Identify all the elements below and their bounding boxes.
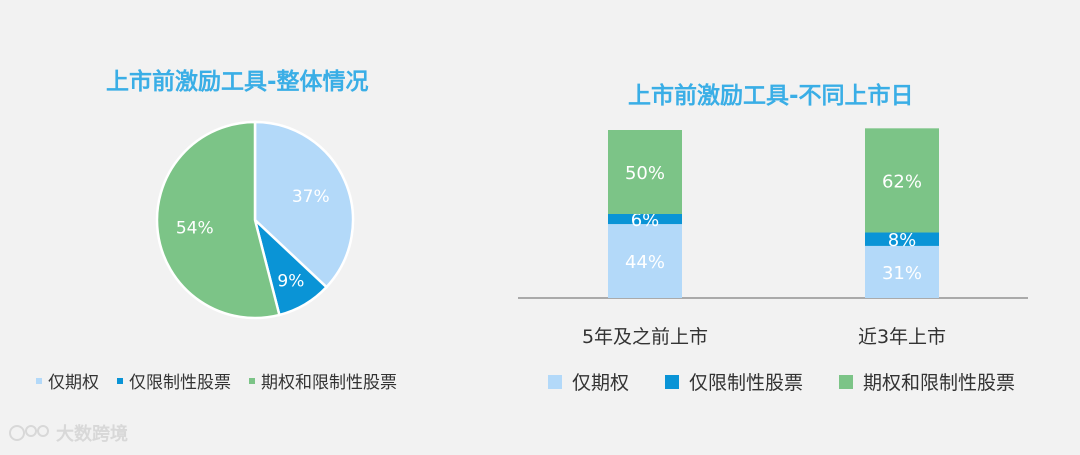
pie-legend-swatch-light-blue [36,377,42,384]
bar-segment-label-2-3: 62% [882,171,922,192]
bar-segment-label-2-1: 31% [882,263,922,284]
bar-legend-swatch-green [839,374,854,389]
pie-chart-panel: 上市前激励工具-整体情况 37% 9% 54% 仅期权 仅限制性股票 期权和限制性股… [0,0,510,455]
pie-legend-swatch-blue [117,377,123,384]
stacked-bar-chart: 44% 6% 50% 31% 8% 62% [518,128,1028,299]
bar-segment-2-2 [865,232,939,246]
pie-legend-item-rsu-only: 仅限制性股票 [117,368,231,393]
bar-category-label-5yr: 5年及之前上市 [581,326,709,348]
watermark-text: 大数跨境 [56,424,128,445]
pie-chart: 37% 9% 54% [155,120,355,320]
bar-segment-2-1 [865,245,939,298]
pie-slice-label-3: 54% [176,219,214,239]
bar-segment-label-1-2: 6% [631,210,660,231]
pie-slice-1 [253,120,355,289]
bar-legend-item-both: 期权和限制性股票 [839,368,1015,395]
pie-slice-3 [155,120,281,320]
bar-legend: 仅期权 仅限制性股票 期权和限制性股票 [548,368,1051,395]
bar-category-label-3yr: 近3年上市 [857,326,947,348]
bar-segment-1-2 [608,214,682,225]
bar-chart-title: 上市前激励工具-不同上市日 [628,83,914,109]
bar-segment-1-3 [608,130,682,214]
pie-slice-label-2: 9% [277,272,304,292]
bar-chart-panel: 上市前激励工具-不同上市日 44% 6% 50% 31% 8% 62% 5年及之前上市 近… [510,0,1080,455]
pie-chart-title: 上市前激励工具-整体情况 [106,69,369,95]
bar-legend-label: 期权和限制性股票 [863,372,1016,394]
bar-segment-label-1-3: 50% [625,163,665,184]
pie-legend-item-options-only: 仅期权 [36,368,99,393]
pie-legend-label: 仅期权 [48,373,99,393]
bar-legend-item-options-only: 仅期权 [548,368,629,395]
pie-legend-item-both: 期权和限制性股票 [249,368,397,393]
bar-segment-label-2-2: 8% [888,230,917,251]
bar-legend-item-rsu-only: 仅限制性股票 [665,368,803,395]
bar-segment-label-1-1: 44% [625,252,665,273]
pie-legend: 仅期权 仅限制性股票 期权和限制性股票 [36,368,415,393]
watermark: 大数跨境 [8,420,128,446]
bar-legend-swatch-blue [665,374,680,389]
pie-legend-label: 仅限制性股票 [129,373,231,393]
pie-slice-label-1: 37% [292,187,330,207]
bar-segment-2-3 [865,128,939,233]
bar-segment-1-1 [608,224,682,298]
bar-legend-label: 仅限制性股票 [689,372,804,394]
pie-legend-swatch-green [249,377,255,384]
pie-legend-label: 期权和限制性股票 [261,373,397,393]
logo-icon [9,425,49,441]
bar-legend-swatch-light-blue [548,374,562,389]
bar-legend-label: 仅期权 [572,372,630,394]
